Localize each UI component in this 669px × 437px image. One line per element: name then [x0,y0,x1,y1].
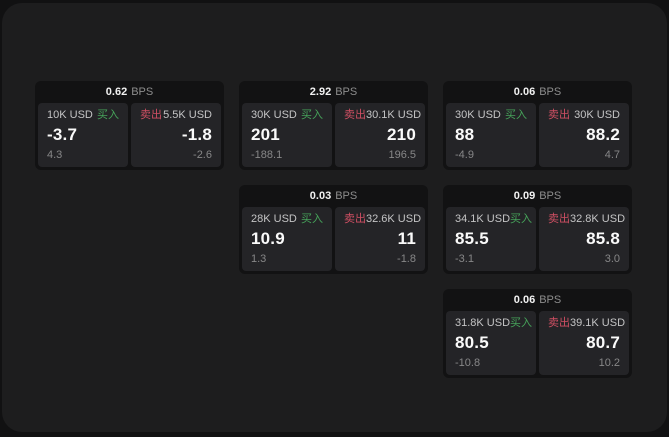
sell-quote-button[interactable]: 卖出 32.6K USD 11 -1.8 [335,207,425,271]
quote-card-1: 0.62 BPS 10K USD 买入 -3.7 4.3 卖出 5.5K USD… [35,81,224,170]
sell-amount: 32.8K USD [570,213,626,225]
buy-change: -4.9 [455,149,474,161]
buy-amount: 30K USD [455,109,501,121]
sell-change: 4.7 [604,149,620,161]
buy-quote-button[interactable]: 31.8K USD 买入 80.5 -10.8 [446,311,536,375]
sell-label: 卖出 [548,213,570,225]
bps-header: 0.03 BPS [239,185,428,207]
buy-price: 80.5 [455,333,489,352]
sell-amount: 32.6K USD [366,213,422,225]
sell-amount: 30.1K USD [366,109,422,121]
bps-value: 0.09 [513,190,536,202]
card-body: 30K USD 买入 88 -4.9 卖出 30K USD 88.2 4.7 [443,103,632,170]
buy-price: 10.9 [251,229,285,248]
bps-header: 0.06 BPS [443,81,632,103]
bps-value: 2.92 [309,86,332,98]
buy-price: -3.7 [47,125,78,144]
buy-change: -3.1 [455,253,474,265]
buy-amount: 10K USD [47,109,93,121]
buy-amount: 34.1K USD [455,213,511,225]
bps-unit-label: BPS [539,190,562,202]
buy-label: 买入 [510,317,533,329]
quote-cards-grid: 0.62 BPS 10K USD 买入 -3.7 4.3 卖出 5.5K USD… [35,81,632,378]
bps-value: 0.03 [309,190,332,202]
sell-price: 11 [397,229,416,248]
card-body: 31.8K USD 买入 80.5 -10.8 卖出 39.1K USD 80.… [443,311,632,378]
buy-label: 买入 [97,109,119,121]
sell-label: 卖出 [140,109,162,121]
card-body: 28K USD 买入 10.9 1.3 卖出 32.6K USD 11 -1.8 [239,207,428,274]
buy-amount: 28K USD [251,213,297,225]
buy-label: 买入 [510,213,533,225]
buy-quote-button[interactable]: 30K USD 买入 88 -4.9 [446,103,536,167]
buy-label: 买入 [505,109,527,121]
bps-header: 2.92 BPS [239,81,428,103]
bps-unit-label: BPS [335,86,358,98]
sell-price: 88.2 [586,125,620,144]
buy-price: 85.5 [455,229,489,248]
buy-quote-button[interactable]: 28K USD 买入 10.9 1.3 [242,207,332,271]
quote-card-2: 2.92 BPS 30K USD 买入 201 -188.1 卖出 30.1K … [239,81,428,170]
sell-amount: 30K USD [574,109,620,121]
bps-unit-label: BPS [539,294,562,306]
buy-amount: 31.8K USD [455,317,511,329]
quote-card-3: 0.06 BPS 30K USD 买入 88 -4.9 卖出 30K USD 8… [443,81,632,170]
buy-quote-button[interactable]: 34.1K USD 买入 85.5 -3.1 [446,207,536,271]
buy-price: 201 [251,125,280,144]
sell-price: 85.8 [586,229,620,248]
sell-change: 196.5 [388,149,416,161]
buy-change: 1.3 [251,253,267,265]
sell-label: 卖出 [344,213,366,225]
sell-quote-button[interactable]: 卖出 30.1K USD 210 196.5 [335,103,425,167]
buy-change: -10.8 [455,357,481,369]
bps-header: 0.09 BPS [443,185,632,207]
bps-value: 0.06 [513,86,536,98]
sell-quote-button[interactable]: 卖出 32.8K USD 85.8 3.0 [539,207,629,271]
sell-change: -2.6 [193,149,212,161]
bps-header: 0.62 BPS [35,81,224,103]
sell-label: 卖出 [548,109,570,121]
buy-change: 4.3 [47,149,63,161]
buy-price: 88 [455,125,475,144]
sell-label: 卖出 [344,109,366,121]
sell-quote-button[interactable]: 卖出 5.5K USD -1.8 -2.6 [131,103,221,167]
buy-change: -188.1 [251,149,283,161]
sell-quote-button[interactable]: 卖出 39.1K USD 80.7 10.2 [539,311,629,375]
card-body: 10K USD 买入 -3.7 4.3 卖出 5.5K USD -1.8 -2.… [35,103,224,170]
quote-card-6: 0.06 BPS 31.8K USD 买入 80.5 -10.8 卖出 39.1… [443,289,632,378]
sell-amount: 39.1K USD [570,317,626,329]
sell-price: 80.7 [586,333,620,352]
card-body: 34.1K USD 买入 85.5 -3.1 卖出 32.8K USD 85.8… [443,207,632,274]
sell-change: -1.8 [397,253,416,265]
sell-quote-button[interactable]: 卖出 30K USD 88.2 4.7 [539,103,629,167]
bps-unit-label: BPS [131,86,154,98]
bps-value: 0.06 [513,294,536,306]
sell-price: -1.8 [181,125,212,144]
bps-header: 0.06 BPS [443,289,632,311]
quote-card-5: 0.09 BPS 34.1K USD 买入 85.5 -3.1 卖出 32.8K… [443,185,632,274]
buy-quote-button[interactable]: 10K USD 买入 -3.7 4.3 [38,103,128,167]
bps-value: 0.62 [105,86,128,98]
sell-change: 3.0 [604,253,620,265]
buy-quote-button[interactable]: 30K USD 买入 201 -188.1 [242,103,332,167]
buy-label: 买入 [301,109,323,121]
bps-unit-label: BPS [335,190,358,202]
sell-amount: 5.5K USD [163,109,212,121]
sell-change: 10.2 [598,357,620,369]
sell-price: 210 [387,125,416,144]
buy-label: 买入 [301,213,323,225]
quote-card-4: 0.03 BPS 28K USD 买入 10.9 1.3 卖出 32.6K US… [239,185,428,274]
buy-amount: 30K USD [251,109,297,121]
sell-label: 卖出 [548,317,570,329]
card-body: 30K USD 买入 201 -188.1 卖出 30.1K USD 210 1… [239,103,428,170]
bps-unit-label: BPS [539,86,562,98]
